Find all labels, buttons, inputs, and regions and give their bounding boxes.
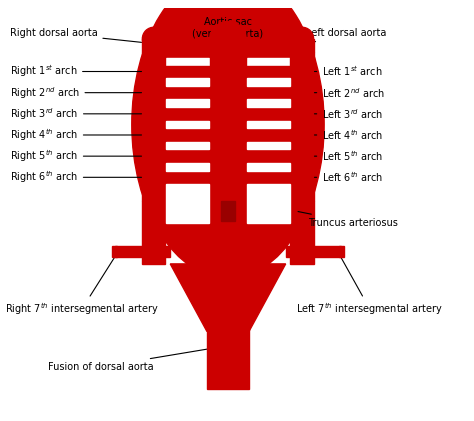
- Polygon shape: [170, 264, 286, 331]
- Polygon shape: [218, 201, 238, 221]
- Polygon shape: [164, 150, 210, 162]
- Text: Right 4$^{th}$ arch: Right 4$^{th}$ arch: [9, 127, 142, 143]
- Polygon shape: [247, 142, 290, 149]
- Polygon shape: [166, 78, 209, 86]
- Polygon shape: [142, 52, 165, 201]
- Circle shape: [210, 21, 246, 58]
- Text: Right 3$^{rd}$ arch: Right 3$^{rd}$ arch: [9, 106, 142, 122]
- Polygon shape: [164, 66, 210, 77]
- Text: Fusion of dorsal aorta: Fusion of dorsal aorta: [48, 346, 225, 372]
- Polygon shape: [142, 201, 165, 264]
- Polygon shape: [247, 184, 290, 223]
- Polygon shape: [291, 201, 314, 264]
- Polygon shape: [166, 184, 209, 223]
- Polygon shape: [142, 39, 165, 52]
- Circle shape: [291, 27, 314, 51]
- Polygon shape: [166, 120, 209, 128]
- Text: Left 1$^{st}$ arch: Left 1$^{st}$ arch: [314, 64, 383, 78]
- Text: Left 2$^{nd}$ arch: Left 2$^{nd}$ arch: [314, 86, 385, 99]
- Polygon shape: [221, 201, 235, 221]
- Text: Left 4$^{th}$ arch: Left 4$^{th}$ arch: [314, 128, 383, 142]
- Polygon shape: [245, 87, 292, 99]
- Polygon shape: [111, 245, 118, 257]
- Polygon shape: [247, 163, 290, 171]
- Circle shape: [142, 27, 165, 51]
- Polygon shape: [247, 99, 290, 107]
- Ellipse shape: [132, 0, 324, 278]
- Polygon shape: [166, 142, 209, 149]
- Text: Left 5$^{th}$ arch: Left 5$^{th}$ arch: [314, 149, 383, 163]
- Text: Right 2$^{nd}$ arch: Right 2$^{nd}$ arch: [9, 85, 142, 101]
- Text: Aortic sac
(ventral aorta): Aortic sac (ventral aorta): [192, 17, 264, 38]
- Polygon shape: [286, 245, 340, 257]
- Polygon shape: [245, 171, 292, 183]
- Text: Right 1$^{st}$ arch: Right 1$^{st}$ arch: [9, 64, 142, 80]
- Polygon shape: [245, 129, 292, 141]
- Polygon shape: [164, 129, 210, 141]
- Polygon shape: [164, 108, 210, 120]
- Polygon shape: [207, 326, 249, 389]
- Text: Right 6$^{th}$ arch: Right 6$^{th}$ arch: [9, 169, 142, 185]
- Text: Left 7$^{th}$ intersegmental artery: Left 7$^{th}$ intersegmental artery: [296, 254, 443, 317]
- Polygon shape: [164, 87, 210, 99]
- Polygon shape: [245, 108, 292, 120]
- Polygon shape: [116, 245, 170, 257]
- Text: Right 5$^{th}$ arch: Right 5$^{th}$ arch: [9, 148, 142, 164]
- Polygon shape: [247, 58, 290, 197]
- Text: Right dorsal aorta: Right dorsal aorta: [9, 28, 142, 43]
- Polygon shape: [247, 120, 290, 128]
- Text: Left 6$^{th}$ arch: Left 6$^{th}$ arch: [314, 171, 383, 184]
- Polygon shape: [291, 52, 314, 201]
- Text: Left dorsal aorta: Left dorsal aorta: [306, 28, 386, 42]
- Polygon shape: [210, 55, 246, 201]
- Text: Right 7$^{th}$ intersegmental artery: Right 7$^{th}$ intersegmental artery: [5, 254, 159, 317]
- Polygon shape: [291, 39, 314, 52]
- Polygon shape: [210, 40, 246, 55]
- Text: Left 3$^{rd}$ arch: Left 3$^{rd}$ arch: [314, 107, 383, 121]
- Text: Truncus arteriosus: Truncus arteriosus: [298, 211, 398, 227]
- Polygon shape: [166, 58, 209, 197]
- Polygon shape: [245, 66, 292, 77]
- Polygon shape: [166, 163, 209, 171]
- Polygon shape: [338, 245, 345, 257]
- Polygon shape: [245, 150, 292, 162]
- Polygon shape: [247, 78, 290, 86]
- Polygon shape: [166, 99, 209, 107]
- Polygon shape: [164, 171, 210, 183]
